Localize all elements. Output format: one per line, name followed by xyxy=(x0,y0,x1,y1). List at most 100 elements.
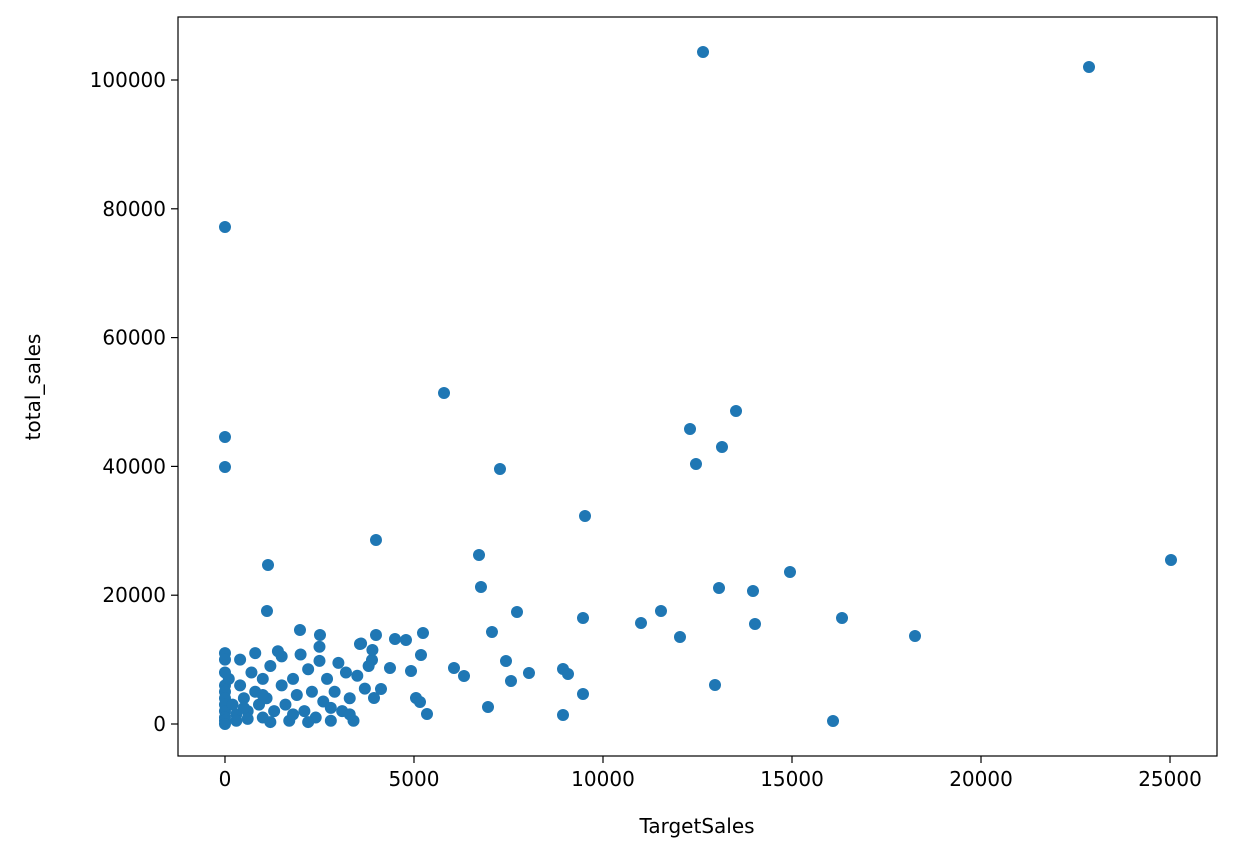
point xyxy=(438,386,451,399)
point xyxy=(370,534,383,547)
point xyxy=(715,441,728,454)
point xyxy=(499,654,512,667)
point xyxy=(241,712,254,725)
y-axis-label: total_sales xyxy=(21,334,45,441)
point xyxy=(321,672,334,685)
point xyxy=(1083,60,1096,73)
plot-frame xyxy=(177,16,1218,757)
point xyxy=(827,714,840,727)
x-tick-label: 25000 xyxy=(1138,767,1202,791)
point xyxy=(294,648,307,661)
point xyxy=(358,682,371,695)
point xyxy=(414,649,427,662)
y-tick-label: 0 xyxy=(153,712,166,736)
point xyxy=(262,559,275,572)
point xyxy=(218,653,231,666)
y-tick-label: 20000 xyxy=(102,583,166,607)
point xyxy=(287,672,300,685)
point xyxy=(245,666,258,679)
point xyxy=(713,582,726,595)
point xyxy=(226,698,239,711)
point xyxy=(447,661,460,674)
point xyxy=(504,675,517,688)
point xyxy=(367,692,380,705)
point xyxy=(275,650,288,663)
point xyxy=(370,628,383,641)
point xyxy=(332,656,345,669)
y-tick-label: 80000 xyxy=(102,197,166,221)
point xyxy=(234,679,247,692)
point xyxy=(237,701,250,714)
point xyxy=(405,664,418,677)
point xyxy=(399,634,412,647)
point xyxy=(366,643,379,656)
x-tick-label: 15000 xyxy=(760,767,824,791)
point xyxy=(730,405,743,418)
point xyxy=(458,670,471,683)
point xyxy=(305,685,318,698)
point xyxy=(237,692,250,705)
point xyxy=(561,667,574,680)
point xyxy=(256,689,269,702)
x-tick-label: 10000 xyxy=(571,767,635,791)
point xyxy=(290,689,303,702)
point xyxy=(416,627,429,640)
point xyxy=(343,708,356,721)
point xyxy=(234,653,247,666)
point xyxy=(673,631,686,644)
point xyxy=(264,660,277,673)
point xyxy=(256,672,269,685)
point xyxy=(302,716,315,729)
point xyxy=(485,625,498,638)
point xyxy=(684,423,697,436)
point xyxy=(268,705,281,718)
point xyxy=(414,696,427,709)
point xyxy=(746,585,759,598)
point xyxy=(279,698,292,711)
point xyxy=(634,617,647,630)
y-tick-label: 60000 xyxy=(102,326,166,350)
point xyxy=(577,688,590,701)
point xyxy=(577,611,590,624)
point xyxy=(836,611,849,624)
point xyxy=(557,708,570,721)
point xyxy=(654,604,667,617)
x-axis-label: TargetSales xyxy=(638,814,754,838)
point xyxy=(1164,553,1177,566)
point xyxy=(579,510,592,523)
point xyxy=(909,629,922,642)
x-tick-label: 5000 xyxy=(389,767,440,791)
point xyxy=(383,661,396,674)
point xyxy=(313,628,326,641)
point xyxy=(264,716,277,729)
point xyxy=(287,708,300,721)
point xyxy=(275,679,288,692)
point xyxy=(748,617,761,630)
point xyxy=(482,700,495,713)
point xyxy=(328,685,341,698)
point xyxy=(324,714,337,727)
point xyxy=(218,221,231,234)
point xyxy=(355,637,368,650)
point xyxy=(689,457,702,470)
point xyxy=(293,624,306,637)
point xyxy=(218,431,231,444)
point xyxy=(218,460,231,473)
point xyxy=(362,660,375,673)
point xyxy=(298,705,311,718)
point xyxy=(351,669,364,682)
point xyxy=(222,672,235,685)
point xyxy=(697,46,710,59)
point xyxy=(343,692,356,705)
x-tick-label: 0 xyxy=(219,767,232,791)
point xyxy=(302,663,315,676)
point xyxy=(522,667,535,680)
point xyxy=(473,549,486,562)
point xyxy=(388,632,401,645)
point xyxy=(218,717,231,730)
point xyxy=(510,606,523,619)
point xyxy=(420,707,433,720)
y-tick-label: 40000 xyxy=(102,454,166,478)
point xyxy=(249,647,262,660)
